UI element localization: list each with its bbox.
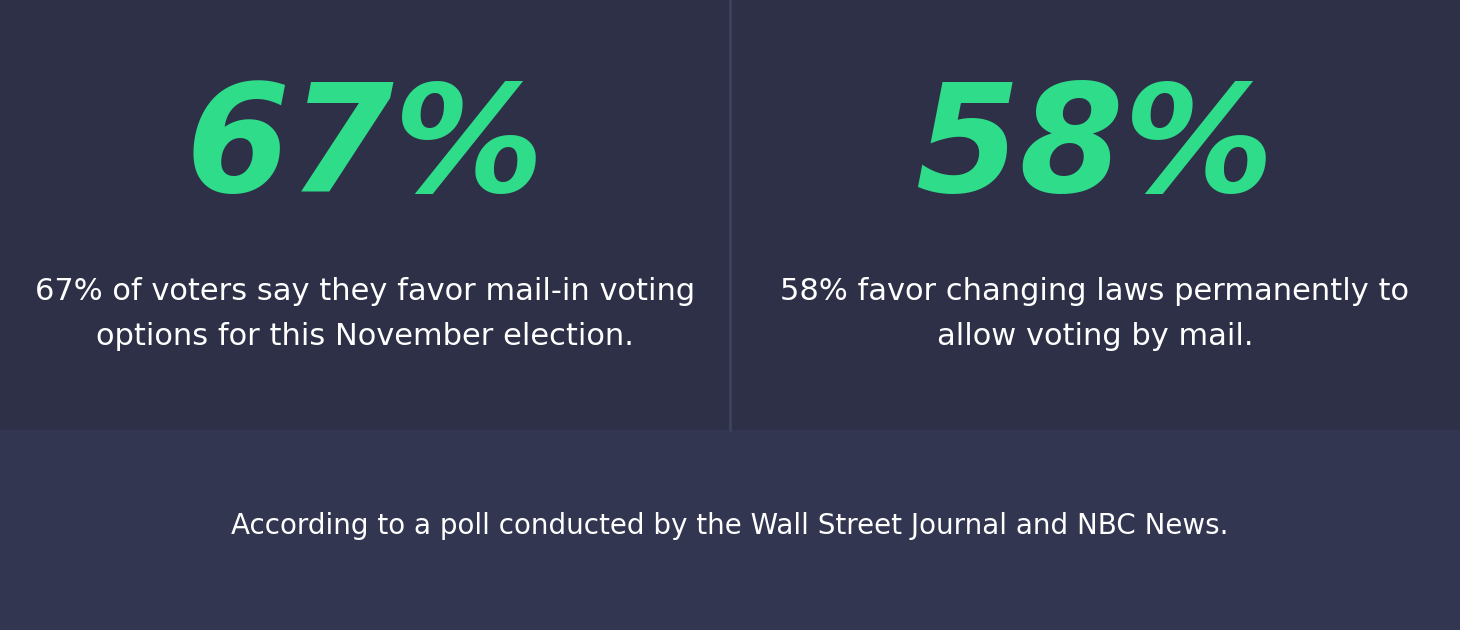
- Bar: [0, 0, 1460, 430]
- Text: According to a poll conducted by the Wall Street Journal and NBC News.: According to a poll conducted by the Wal…: [231, 512, 1229, 540]
- Text: 58%: 58%: [915, 78, 1275, 223]
- Text: 58% favor changing laws permanently to
allow voting by mail.: 58% favor changing laws permanently to a…: [781, 277, 1409, 351]
- Bar: [0, 430, 1460, 630]
- Text: 67%: 67%: [185, 78, 545, 223]
- Text: 67% of voters say they favor mail-in voting
options for this November election.: 67% of voters say they favor mail-in vot…: [35, 277, 695, 351]
